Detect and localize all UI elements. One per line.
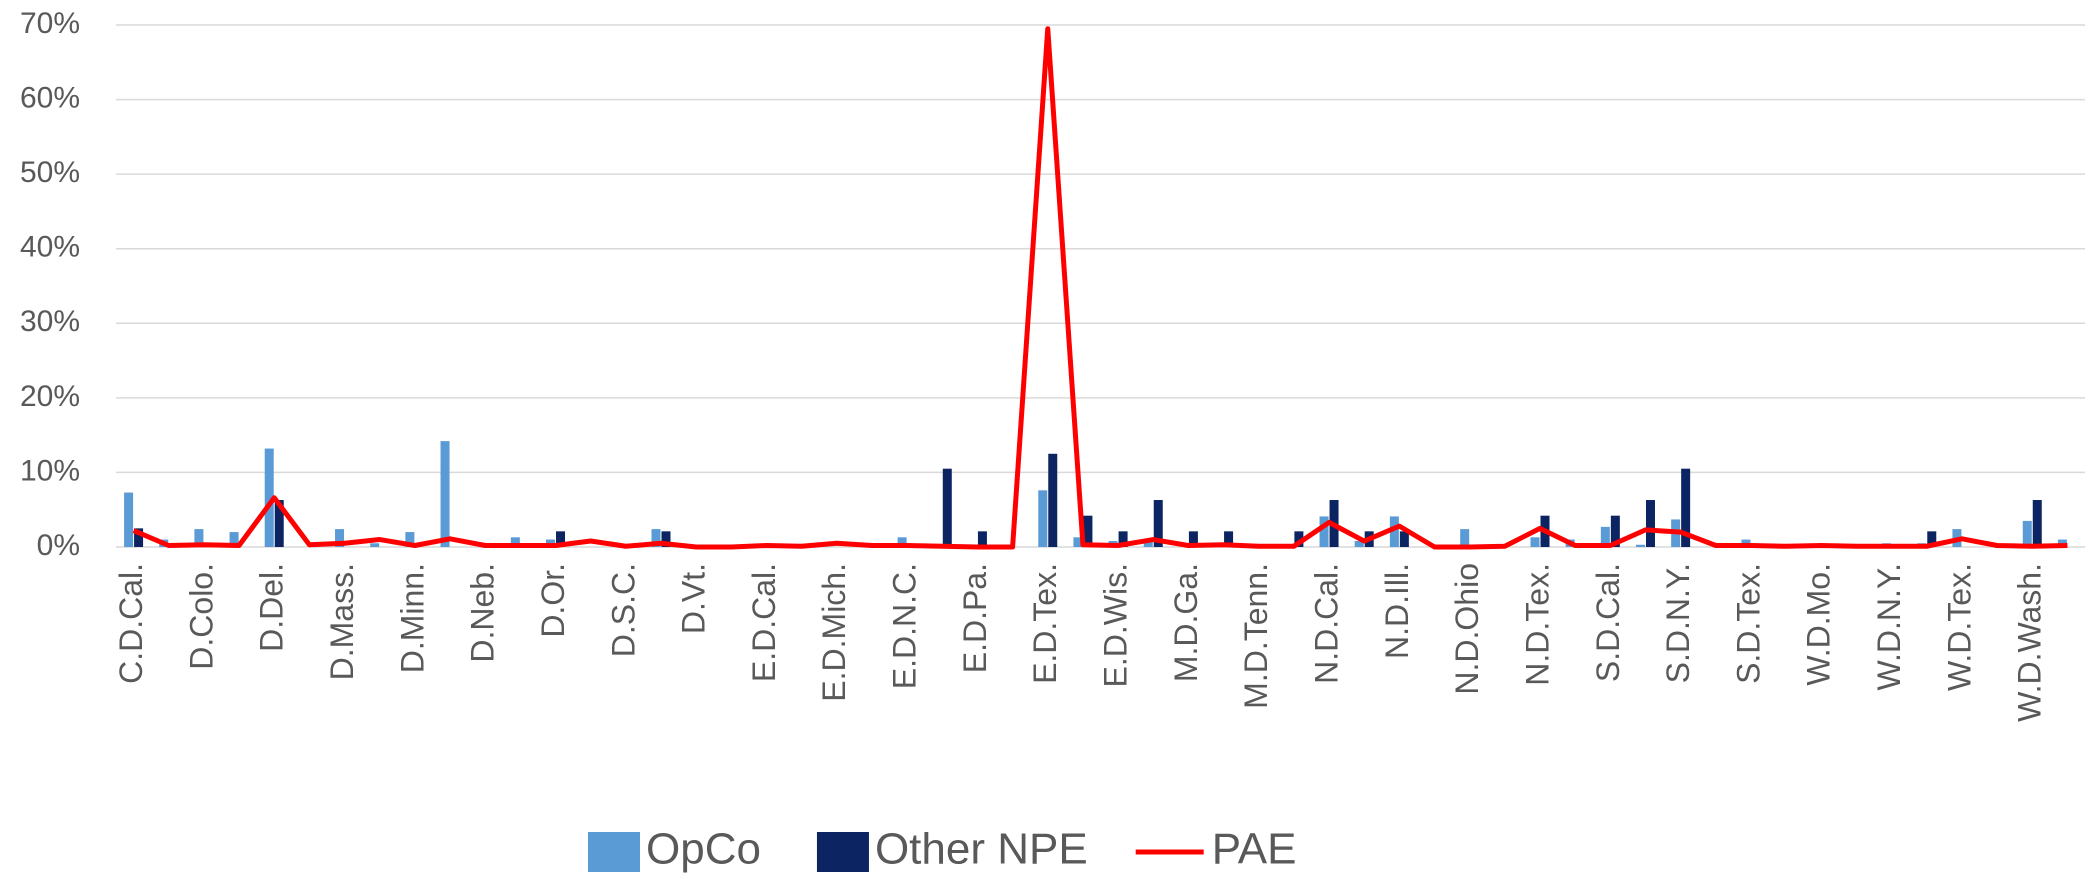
x-tick-label: D.Mass. bbox=[324, 563, 360, 680]
legend-swatch bbox=[816, 832, 869, 872]
x-tick-label: S.D.N.Y. bbox=[1660, 563, 1696, 683]
bar bbox=[1294, 531, 1304, 547]
legend-label: PAE bbox=[1212, 825, 1297, 874]
bar bbox=[1600, 526, 1610, 547]
bar bbox=[1188, 531, 1198, 547]
x-tick-label: D.Minn. bbox=[394, 563, 430, 673]
x-tick-label: D.Neb. bbox=[465, 563, 501, 663]
x-tick-label: D.Vt. bbox=[676, 563, 712, 634]
y-tick-label: 0% bbox=[37, 529, 80, 562]
y-tick-label: 20% bbox=[20, 380, 80, 413]
bar bbox=[264, 448, 274, 547]
y-tick-label: 60% bbox=[20, 81, 80, 114]
x-tick-label: E.D.Cal. bbox=[746, 563, 782, 682]
x-tick-label: N.D.Cal. bbox=[1308, 563, 1344, 684]
bar bbox=[1224, 531, 1234, 547]
x-tick-label: E.D.Tex. bbox=[1027, 563, 1063, 684]
x-tick-label: N.D.Tex. bbox=[1519, 563, 1555, 686]
bar bbox=[405, 532, 415, 547]
bar bbox=[897, 537, 907, 547]
bar bbox=[661, 531, 671, 547]
x-tick-label: C.D.Cal. bbox=[113, 563, 149, 684]
bar bbox=[1389, 516, 1399, 547]
bar bbox=[1635, 544, 1645, 547]
x-tick-label: N.D.Ill. bbox=[1379, 563, 1415, 659]
bar bbox=[1610, 515, 1620, 547]
bar bbox=[1083, 515, 1093, 547]
x-tick-label: S.D.Tex. bbox=[1730, 563, 1766, 684]
x-tick-label: W.D.Tex. bbox=[1941, 563, 1977, 691]
legend-swatch bbox=[588, 832, 640, 872]
bar bbox=[977, 531, 987, 547]
bar bbox=[194, 529, 204, 547]
bar bbox=[1319, 516, 1329, 547]
x-tick-label: M.D.Ga. bbox=[1168, 563, 1204, 682]
legend-label: Other NPE bbox=[875, 825, 1088, 874]
x-tick-label: E.D.Wis. bbox=[1098, 563, 1134, 687]
bar bbox=[124, 492, 134, 547]
x-tick-label: W.D.Mo. bbox=[1801, 563, 1837, 686]
x-tick-label: E.D.Pa. bbox=[957, 563, 993, 673]
bar bbox=[440, 441, 450, 547]
bar bbox=[556, 531, 566, 547]
bar bbox=[1143, 539, 1153, 547]
bar bbox=[942, 468, 952, 547]
bar bbox=[1530, 537, 1540, 547]
bar bbox=[1153, 500, 1163, 547]
bar bbox=[510, 537, 520, 547]
bar bbox=[1645, 500, 1655, 547]
x-tick-label: M.D.Tenn. bbox=[1238, 563, 1274, 709]
bar bbox=[1038, 490, 1048, 547]
bar bbox=[274, 500, 284, 547]
x-tick-label: N.D.Ohio bbox=[1449, 563, 1485, 695]
bar bbox=[1118, 531, 1128, 547]
y-tick-label: 40% bbox=[20, 231, 80, 264]
bar bbox=[370, 543, 380, 547]
x-tick-label: W.D.N.Y. bbox=[1871, 563, 1907, 690]
bar bbox=[1460, 529, 1470, 547]
bar bbox=[1073, 537, 1083, 547]
bar bbox=[1048, 453, 1058, 547]
legend-label: OpCo bbox=[646, 825, 761, 874]
x-tick-label: S.D.Cal. bbox=[1590, 563, 1626, 682]
bar bbox=[1681, 468, 1691, 547]
y-tick-label: 10% bbox=[20, 454, 80, 487]
x-tick-label: D.S.C. bbox=[605, 563, 641, 657]
bar bbox=[651, 529, 661, 547]
x-tick-label: E.D.Mich. bbox=[816, 563, 852, 702]
bar bbox=[1354, 541, 1364, 547]
x-tick-label: D.Del. bbox=[254, 563, 290, 652]
y-tick-label: 70% bbox=[20, 7, 80, 40]
x-tick-label: D.Colo. bbox=[183, 563, 219, 670]
bar bbox=[1399, 531, 1409, 547]
x-tick-label: D.Or. bbox=[535, 563, 571, 638]
x-tick-label: E.D.N.C. bbox=[887, 563, 923, 689]
x-tick-label: W.D.Wash. bbox=[2012, 563, 2048, 722]
bar bbox=[1927, 531, 1937, 547]
bar bbox=[2022, 520, 2032, 547]
line bbox=[132, 26, 2068, 550]
bar bbox=[2032, 500, 2042, 547]
bar bbox=[335, 529, 345, 547]
bar bbox=[134, 528, 144, 547]
y-tick-label: 30% bbox=[20, 305, 80, 338]
y-tick-label: 50% bbox=[20, 156, 80, 189]
bar bbox=[229, 532, 239, 547]
